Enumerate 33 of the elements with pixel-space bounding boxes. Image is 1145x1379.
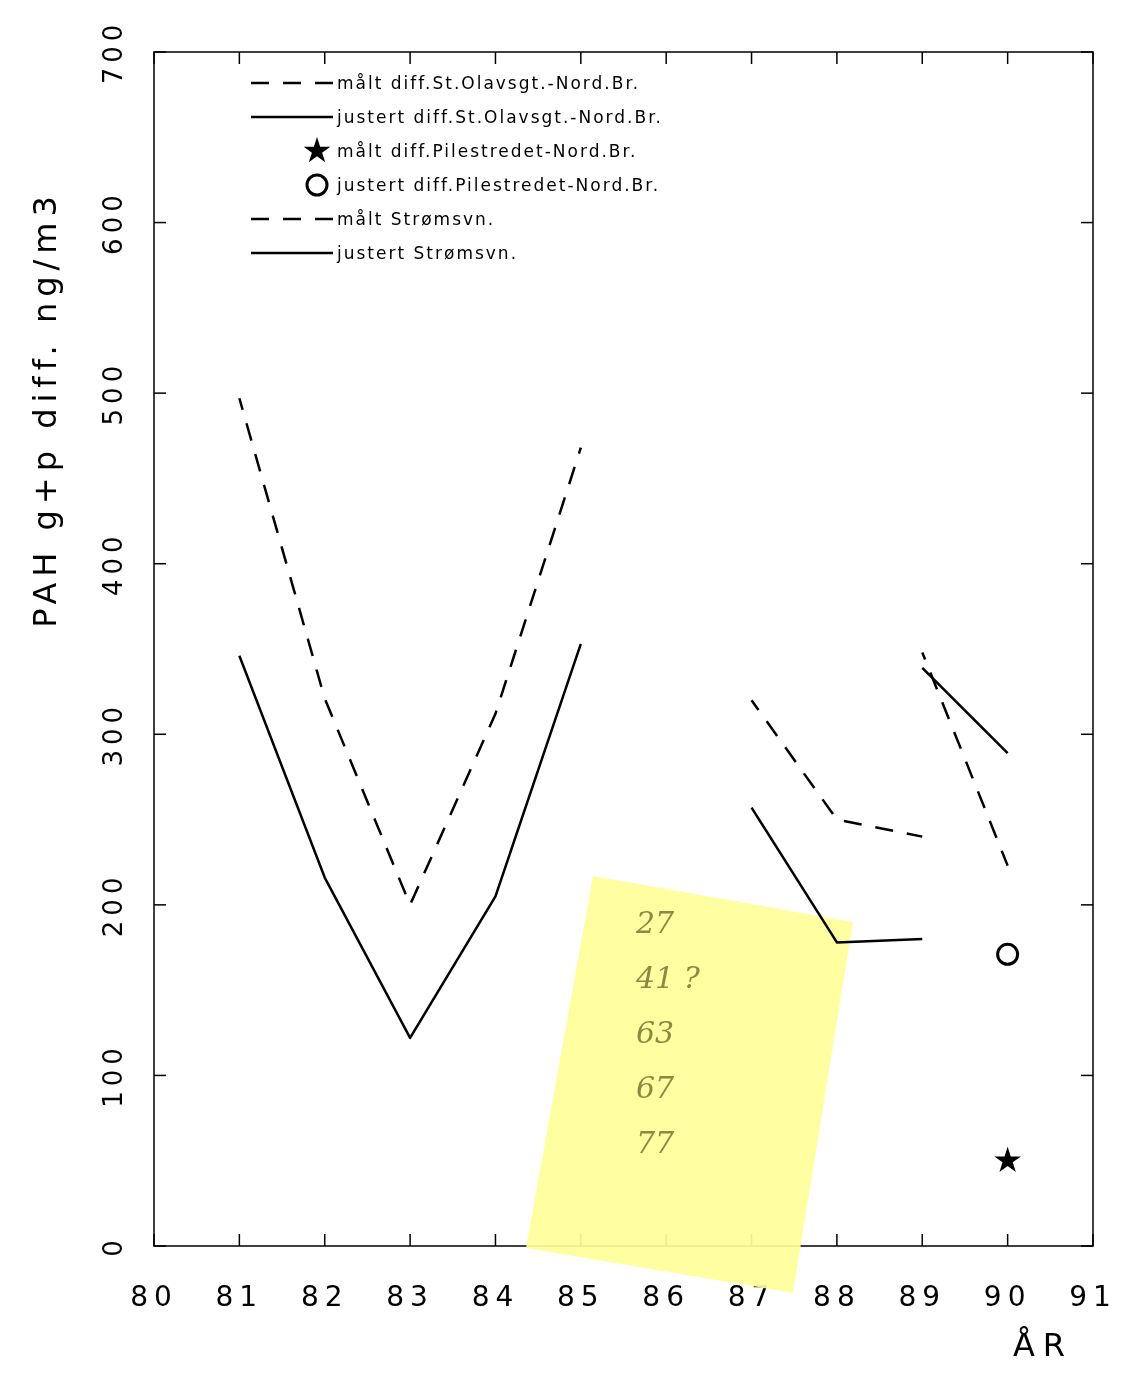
y-tick-label: 100 <box>98 1043 128 1108</box>
y-tick-label: 600 <box>98 190 128 255</box>
y-tick-label: 200 <box>98 872 128 938</box>
annotation: 27 <box>635 905 676 940</box>
y-axis-title: PAH g+p diff. ng/m3 <box>26 190 64 628</box>
x-tick-label: 82 <box>300 1280 349 1313</box>
x-tick-label: 87 <box>727 1280 776 1313</box>
x-tick-label: 86 <box>642 1280 690 1313</box>
x-axis-title: ÅR <box>1012 1326 1074 1364</box>
x-tick-label: 85 <box>557 1280 605 1313</box>
legend-label: målt diff.St.Olavsgt.-Nord.Br. <box>337 73 641 93</box>
annotation: 77 <box>636 1125 676 1160</box>
y-tick-label: 400 <box>98 531 128 597</box>
legend-label: målt diff.Pilestredet-Nord.Br. <box>337 141 638 161</box>
annotation: 67 <box>636 1070 676 1105</box>
x-tick-label: 90 <box>983 1280 1032 1313</box>
legend-label: målt Strømsvn. <box>337 209 496 229</box>
legend-label: justert diff.Pilestredet-Nord.Br. <box>336 175 661 195</box>
annotation: 41 ? <box>635 960 701 995</box>
y-tick-label: 300 <box>98 701 128 767</box>
annotation: 63 <box>636 1015 675 1050</box>
legend-label: justert Strømsvn. <box>336 243 519 263</box>
x-tick-label: 80 <box>130 1280 178 1313</box>
x-tick-label: 88 <box>813 1280 861 1313</box>
x-tick-label: 91 <box>1069 1280 1117 1313</box>
x-tick-label: 84 <box>471 1280 520 1313</box>
x-tick-label: 81 <box>215 1280 264 1313</box>
y-tick-label: 500 <box>98 360 128 426</box>
x-tick-label: 89 <box>898 1280 947 1313</box>
legend-label: justert diff.St.Olavsgt.-Nord.Br. <box>336 107 663 127</box>
y-tick-label: 700 <box>98 19 128 85</box>
y-tick-label: 0 <box>98 1235 128 1257</box>
x-tick-label: 83 <box>386 1280 434 1313</box>
